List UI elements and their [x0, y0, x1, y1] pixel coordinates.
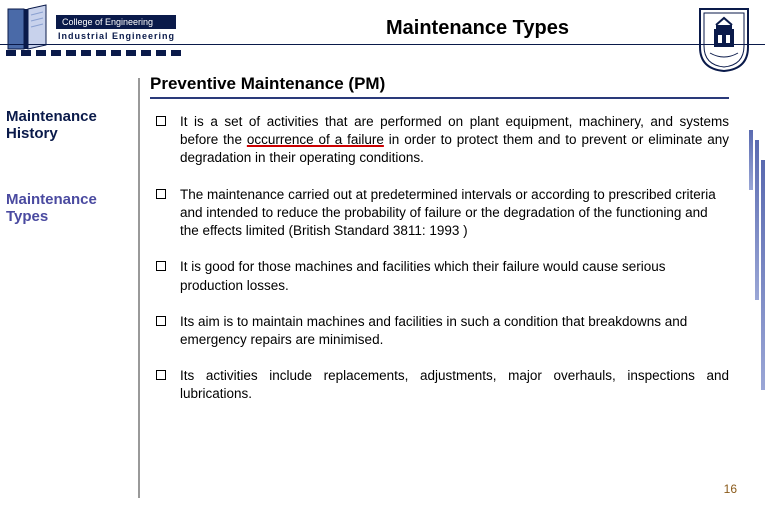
- sidebar-item-label-line1: Maintenance: [6, 108, 97, 125]
- college-label: College of Engineering: [56, 15, 176, 29]
- section-heading: Preventive Maintenance (PM): [150, 74, 729, 99]
- bullet-marker-icon: [156, 116, 166, 126]
- sidebar: Maintenance History Maintenance Types: [0, 78, 140, 498]
- bullet-marker-icon: [156, 189, 166, 199]
- sidebar-item-label-line1: Maintenance: [6, 191, 97, 208]
- bullet-text: The maintenance carried out at predeterm…: [180, 186, 729, 241]
- page-number: 16: [724, 482, 737, 496]
- slide-header: College of Engineering Industrial Engine…: [0, 0, 765, 56]
- book-icon: [4, 3, 50, 53]
- sidebar-item-label-line2: Types: [6, 208, 48, 225]
- sidebar-item-label-line2: History: [6, 125, 58, 142]
- bullet-text: It is a set of activities that are perfo…: [180, 113, 729, 168]
- slide-title: Maintenance Types: [190, 17, 765, 40]
- header-left-labels: College of Engineering Industrial Engine…: [56, 15, 176, 41]
- bullet-item: Its aim is to maintain machines and faci…: [150, 313, 729, 349]
- bullet-item: It is a set of activities that are perfo…: [150, 113, 729, 168]
- title-container: Maintenance Types: [190, 17, 765, 40]
- bullet-marker-icon: [156, 316, 166, 326]
- bullet-item: Its activities include replacements, adj…: [150, 367, 729, 403]
- slide-body: Maintenance History Maintenance Types Pr…: [0, 78, 765, 498]
- university-crest: [689, 0, 759, 78]
- bullet-item: The maintenance carried out at predeterm…: [150, 186, 729, 241]
- department-label: Industrial Engineering: [56, 29, 176, 41]
- bullet-text: Its activities include replacements, adj…: [180, 367, 729, 403]
- bullet-text-underlined: occurrence of a failure: [247, 132, 384, 147]
- bullet-text: Its aim is to maintain machines and faci…: [180, 313, 729, 349]
- content-area: Preventive Maintenance (PM) It is a set …: [140, 78, 765, 498]
- bullet-item: It is good for those machines and facili…: [150, 258, 729, 294]
- bullet-text: It is good for those machines and facili…: [180, 258, 729, 294]
- header-divider: [0, 44, 765, 45]
- header-left: College of Engineering Industrial Engine…: [0, 0, 190, 56]
- sidebar-item-history: Maintenance History: [6, 108, 138, 143]
- header-ticks: [6, 50, 188, 56]
- right-decor-bars: [747, 130, 765, 410]
- bullet-marker-icon: [156, 370, 166, 380]
- bullet-marker-icon: [156, 261, 166, 271]
- sidebar-item-types: Maintenance Types: [6, 191, 138, 226]
